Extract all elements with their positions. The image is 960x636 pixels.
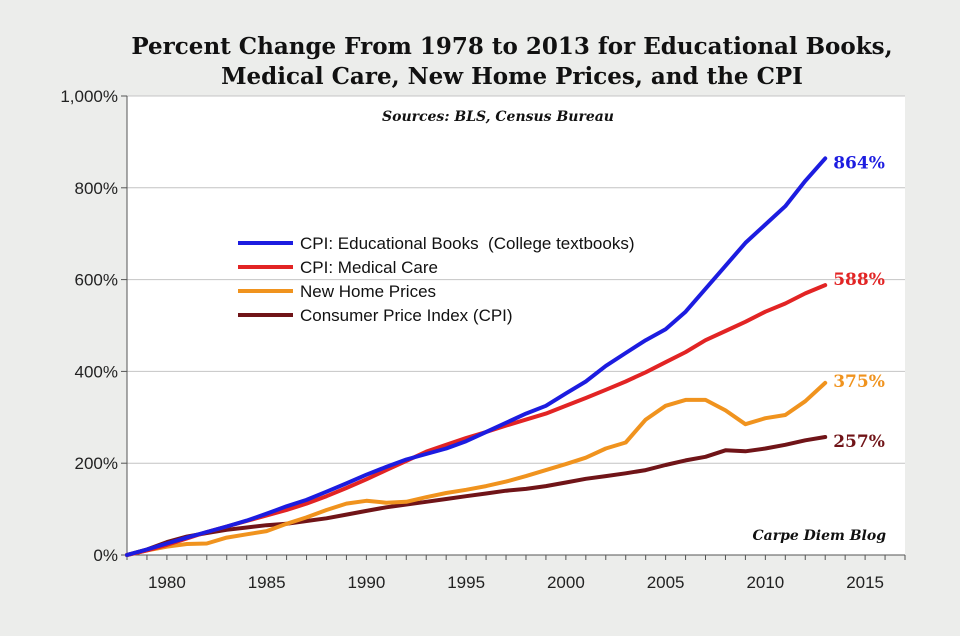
chart-subtitle: Sources: BLS, Census Bureau <box>382 109 614 125</box>
legend-label-1: CPI: Medical Care <box>300 258 438 277</box>
y-tick-label: 800% <box>75 179 118 198</box>
chart-title-line-1: Percent Change From 1978 to 2013 for Edu… <box>131 33 892 60</box>
axes: 0% 200% 400% 600% 800% 1,000% 1980 1985 1990 1995… <box>60 87 906 592</box>
chart-title-line-2: Medical Care, New Home Prices, and the C… <box>221 63 803 90</box>
legend: CPI: Educational Books (College textbook… <box>238 234 635 325</box>
y-tick-label: 400% <box>75 362 118 381</box>
series-end-label-0: 864% <box>833 153 885 173</box>
x-tick-label: 2010 <box>746 573 784 592</box>
y-tick-label: 600% <box>75 271 118 290</box>
series-line-2 <box>125 380 828 557</box>
x-tick-label: 2015 <box>846 573 884 592</box>
y-tick-label: 200% <box>75 454 118 473</box>
x-tick-label: 2005 <box>647 573 685 592</box>
x-tick-label: 2000 <box>547 573 585 592</box>
legend-label-2: New Home Prices <box>300 282 436 301</box>
legend-label-3: Consumer Price Index (CPI) <box>300 306 513 325</box>
chart-credit: Carpe Diem Blog <box>753 528 887 544</box>
series-line-3 <box>125 435 828 557</box>
x-tick-label: 1995 <box>447 573 485 592</box>
series-line-0 <box>125 156 828 557</box>
series-end-label-3: 257% <box>833 432 885 452</box>
series-lines <box>125 156 828 557</box>
y-tick-label: 0% <box>93 546 118 565</box>
end-labels: 864% 588% 375% 257% <box>833 153 885 452</box>
y-tick-label: 1,000% <box>60 87 118 106</box>
x-tick-label: 1980 <box>148 573 186 592</box>
grid <box>127 95 905 464</box>
series-end-label-1: 588% <box>833 270 885 290</box>
legend-label-0: CPI: Educational Books (College textbook… <box>300 234 635 253</box>
x-tick-label: 1990 <box>347 573 385 592</box>
series-end-label-2: 375% <box>833 372 885 392</box>
x-tick-label: 1985 <box>248 573 286 592</box>
plot-area <box>127 96 905 555</box>
